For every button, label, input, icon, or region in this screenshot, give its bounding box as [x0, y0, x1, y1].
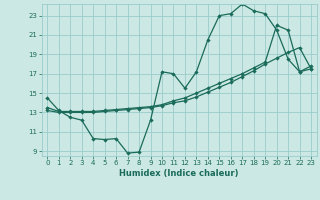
- X-axis label: Humidex (Indice chaleur): Humidex (Indice chaleur): [119, 169, 239, 178]
